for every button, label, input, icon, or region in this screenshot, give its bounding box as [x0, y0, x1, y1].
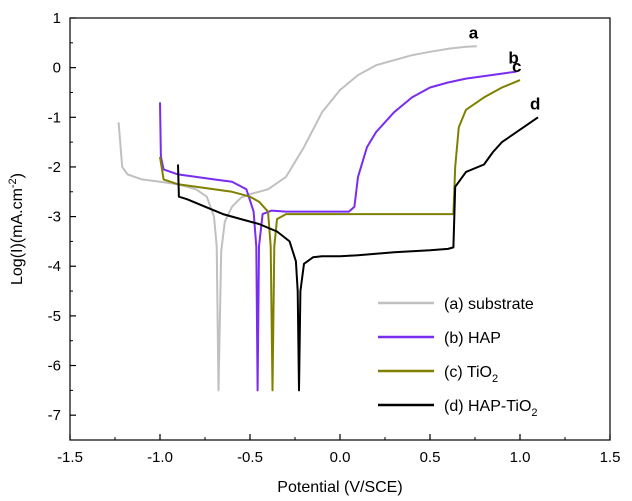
x-axis-title: Potential (V/SCE): [277, 479, 402, 496]
series-line-c: [159, 79, 521, 392]
x-tick-label: 0.0: [330, 449, 351, 466]
x-tick-label: 1.0: [510, 449, 531, 466]
curve-tag-a: a: [469, 23, 479, 42]
y-tick-label: -4: [48, 258, 61, 275]
y-tick-label: -2: [48, 159, 61, 176]
x-tick-label: -0.5: [237, 449, 263, 466]
curve-tag-d: d: [530, 94, 540, 113]
series-layer: a bcd: [117, 23, 540, 392]
legend-label-b: (b) HAP: [444, 330, 501, 347]
legend-label-a: (a) substrate: [444, 296, 534, 313]
legend-label-d: (d) HAP-TiO2: [444, 398, 538, 419]
series-line-b: [159, 70, 517, 392]
y-tick-label: 1: [53, 10, 61, 27]
curve-tag-b: b: [508, 49, 518, 68]
y-tick-label: -1: [48, 109, 61, 126]
y-tick-label: 0: [53, 60, 61, 77]
legend: (a) substrate (b) HAP (c) TiO2 (d) HAP-TiO2: [378, 296, 538, 419]
y-tick-label: -5: [48, 308, 61, 325]
x-tick-label: -1.0: [147, 449, 173, 466]
x-tick-label: -1.5: [57, 449, 83, 466]
x-tick-label: 0.5: [420, 449, 441, 466]
legend-label-c: (c) TiO2: [444, 364, 498, 385]
series-line-d: [177, 116, 539, 392]
plot-frame: [69, 17, 611, 441]
y-tick-label: -6: [48, 358, 61, 375]
curve-tag-c: c: [512, 57, 521, 76]
x-tick-label: 1.5: [600, 449, 621, 466]
axis-ticks: -1.5 -1.0 -0.5 0.0 0.5 1.0 1.5 1 0 -1 -2 -3 -4 -5 -6 -7: [48, 10, 621, 466]
y-tick-label: -3: [48, 209, 61, 226]
series-line-a: [117, 45, 477, 392]
y-axis-title: Log(I)(mA.cm-2): [7, 173, 26, 285]
y-tick-label: -7: [48, 407, 61, 424]
